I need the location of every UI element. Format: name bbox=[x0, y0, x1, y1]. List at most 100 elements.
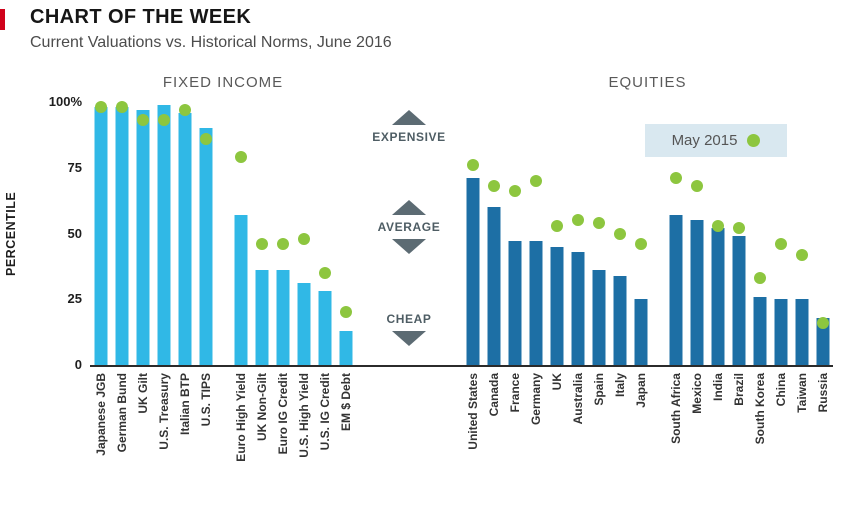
chart-column: Spain bbox=[588, 102, 609, 505]
category-label: Japanese JGB bbox=[93, 373, 108, 456]
chart-column: German Bund bbox=[111, 101, 132, 505]
brand-accent-mark bbox=[0, 9, 5, 30]
value-bar bbox=[711, 228, 724, 365]
may-2015-marker bbox=[592, 216, 605, 229]
legend-label: May 2015 bbox=[671, 132, 738, 149]
column-plot bbox=[812, 102, 833, 365]
column-plot bbox=[335, 102, 356, 365]
may-2015-marker bbox=[318, 266, 331, 279]
column-plot bbox=[609, 102, 630, 365]
column-label-area: United States bbox=[462, 365, 483, 505]
y-tick-label: 0 bbox=[74, 357, 82, 372]
may-2015-marker bbox=[571, 214, 584, 227]
category-label: India bbox=[710, 373, 725, 402]
value-bar bbox=[795, 299, 808, 365]
column-plot bbox=[174, 102, 195, 365]
column-plot bbox=[686, 102, 707, 365]
category-label: UK Non-Gilt bbox=[254, 373, 269, 441]
category-label: Japan bbox=[633, 373, 648, 408]
arrow-down-icon bbox=[392, 331, 426, 346]
may-2015-marker bbox=[508, 185, 521, 198]
column-plot bbox=[665, 102, 686, 365]
category-label: Canada bbox=[486, 373, 501, 417]
category-label: U.S. High Yield bbox=[296, 373, 311, 458]
column-label-area: Euro IG Credit bbox=[272, 365, 293, 505]
category-label: China bbox=[773, 373, 788, 407]
column-label-area: China bbox=[770, 365, 791, 505]
column-label-area: Germany bbox=[525, 365, 546, 505]
column-plot bbox=[462, 102, 483, 365]
column-plot bbox=[483, 102, 504, 365]
value-bar bbox=[115, 107, 128, 365]
may-2015-marker bbox=[529, 174, 542, 187]
chart-column: Taiwan bbox=[791, 102, 812, 505]
column-plot bbox=[546, 102, 567, 365]
chart-column: Japanese JGB bbox=[90, 101, 111, 505]
column-label-area: U.S. IG Credit bbox=[314, 365, 335, 505]
valuation-scale-annotations: EXPENSIVE AVERAGE CHEAP bbox=[356, 102, 462, 505]
value-bar bbox=[690, 220, 703, 365]
chart-column: UK Non-Gilt bbox=[251, 102, 272, 505]
category-label: UK Gilt bbox=[135, 373, 150, 414]
value-bar bbox=[816, 317, 829, 365]
chart-column: U.S. TIPS bbox=[195, 102, 216, 505]
average-label: AVERAGE bbox=[377, 220, 441, 234]
chart-column: South Korea bbox=[749, 102, 770, 505]
y-tick-label: 75 bbox=[67, 159, 82, 175]
equities-columns: United States Canada France Germany UK Austra… bbox=[462, 102, 833, 505]
category-label: U.S. IG Credit bbox=[317, 373, 332, 451]
may-2015-marker bbox=[339, 306, 352, 319]
chart-column: United States bbox=[462, 102, 483, 505]
value-bar bbox=[753, 296, 766, 365]
column-label-area: Euro High Yield bbox=[230, 365, 251, 505]
value-bar bbox=[94, 107, 107, 365]
may-2015-marker bbox=[199, 132, 212, 145]
may-2015-marker bbox=[276, 238, 289, 251]
may-2015-marker bbox=[115, 101, 128, 114]
may-2015-marker bbox=[255, 238, 268, 251]
value-bar bbox=[529, 241, 542, 365]
category-label: Russia bbox=[815, 373, 830, 413]
value-bar bbox=[339, 330, 352, 365]
chart-column: U.S. IG Credit bbox=[314, 102, 335, 505]
value-bar bbox=[550, 246, 563, 365]
column-plot bbox=[314, 102, 335, 365]
column-label-area: Australia bbox=[567, 365, 588, 505]
category-label: Australia bbox=[570, 373, 585, 425]
category-label: Brazil bbox=[731, 373, 746, 406]
chart-column: EM $ Debt bbox=[335, 102, 356, 505]
value-bar bbox=[634, 299, 647, 365]
may-2015-marker bbox=[550, 219, 563, 232]
chart-column: Mexico bbox=[686, 102, 707, 505]
category-label: U.S. TIPS bbox=[198, 373, 213, 427]
cheap-annotation: CHEAP bbox=[356, 312, 462, 346]
column-label-area: France bbox=[504, 365, 525, 505]
x-axis-baseline bbox=[90, 365, 833, 367]
may-2015-marker bbox=[234, 151, 247, 164]
column-label-area: Mexico bbox=[686, 365, 707, 505]
column-plot bbox=[132, 102, 153, 365]
column-label-area: German Bund bbox=[111, 365, 132, 505]
value-bar bbox=[487, 207, 500, 365]
chart-column: Australia bbox=[567, 102, 588, 505]
section-header-fixed-income: FIXED INCOME bbox=[162, 74, 284, 91]
column-plot bbox=[567, 102, 588, 365]
column-plot bbox=[770, 102, 791, 365]
category-label: United States bbox=[465, 373, 480, 450]
y-tick-label: 50 bbox=[67, 225, 82, 241]
chart-column: Italian BTP bbox=[174, 102, 195, 505]
expensive-annotation: EXPENSIVE bbox=[356, 110, 462, 144]
may-2015-marker bbox=[634, 238, 647, 251]
arrow-up-icon bbox=[392, 200, 426, 215]
may-2015-marker bbox=[690, 180, 703, 193]
category-label: UK bbox=[549, 373, 564, 391]
chart-column: Japan bbox=[630, 102, 651, 505]
value-bar bbox=[276, 270, 289, 365]
column-plot bbox=[588, 102, 609, 365]
chart-column: Canada bbox=[483, 102, 504, 505]
category-label: U.S. Treasury bbox=[156, 373, 171, 450]
value-bar bbox=[318, 291, 331, 365]
column-plot bbox=[90, 101, 111, 365]
column-label-area: Spain bbox=[588, 365, 609, 505]
chart-column: Italy bbox=[609, 102, 630, 505]
